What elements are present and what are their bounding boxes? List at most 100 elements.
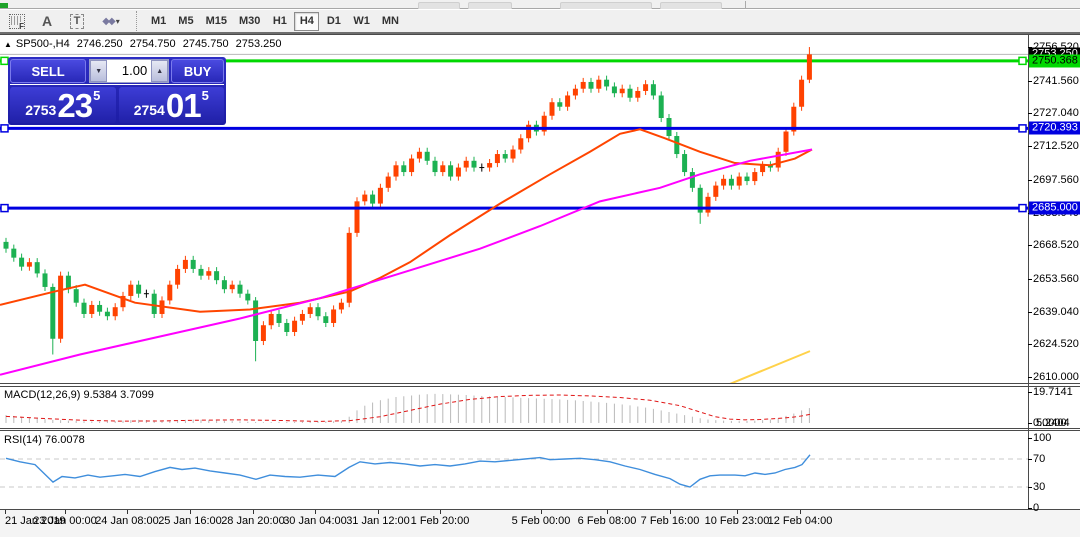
axis-tick-mark — [1028, 146, 1032, 148]
rsi-tick-label: 70 — [1033, 453, 1046, 465]
rsi-indicator-pane[interactable] — [0, 431, 1028, 509]
timeframe-button-m30[interactable]: M30 — [238, 15, 261, 27]
hline-price-badge: 2720.393 — [1029, 121, 1080, 135]
green-icon-fragment — [0, 3, 8, 8]
trade-prices-row: 2753 23 5 2754 01 5 — [10, 87, 224, 123]
axis-tick-mark — [1028, 438, 1032, 439]
timeframe-button-d1[interactable]: D1 — [326, 15, 341, 27]
sell-price-int: 2753 — [25, 102, 57, 118]
low-value: 2745.750 — [182, 38, 229, 50]
time-axis-label: 24 Jan 08:00 — [95, 515, 159, 527]
timeframe-button-m1[interactable]: M1 — [151, 15, 167, 27]
buy-button[interactable]: BUY — [171, 59, 224, 83]
chart-shift-button[interactable]: F — [4, 11, 30, 31]
axis-tick-mark — [1028, 392, 1032, 393]
arrows-icon: ◆◆ — [102, 15, 115, 27]
letter-a-icon: A — [41, 13, 53, 29]
sell-button[interactable]: SELL — [10, 59, 87, 83]
price-tick-label: 2697.560 — [1033, 173, 1079, 186]
price-tick-label: 2639.040 — [1033, 305, 1079, 318]
buy-price-int: 2754 — [133, 102, 165, 118]
timeframe-button-w1[interactable]: W1 — [353, 15, 370, 27]
time-tick-mark — [127, 510, 128, 514]
axis-tick-mark — [1028, 245, 1032, 247]
arrow-objects-button[interactable]: ◆◆ ▾ — [94, 11, 128, 31]
hline-price-badge: 2685.000 — [1029, 201, 1080, 215]
timeframe-button-group: M1 M5 M15 M30 H1 H4 D1 W1 MN — [146, 11, 406, 31]
time-tick-mark — [800, 510, 801, 514]
price-tick-label: 2624.520 — [1033, 338, 1079, 351]
collapse-triangle-icon[interactable]: ▲ — [4, 40, 12, 49]
time-tick-mark — [737, 510, 738, 514]
macd-indicator-pane[interactable] — [0, 387, 1028, 428]
timeframe-button-mn[interactable]: MN — [381, 15, 399, 27]
time-tick-mark — [5, 510, 6, 514]
time-axis-label: 5 Feb 00:00 — [511, 515, 571, 527]
price-tick-label: 2668.520 — [1033, 239, 1079, 252]
text-box-button[interactable]: T — [64, 11, 90, 31]
pane-border — [0, 386, 1080, 387]
pane-border — [0, 509, 1080, 510]
chart-ohlc-header: ▲ SP500-,H4 2746.250 2754.750 2745.750 27… — [4, 38, 286, 50]
volume-input[interactable]: 1.00 — [107, 60, 152, 82]
axis-tick-mark — [1028, 311, 1032, 313]
axis-tick-mark — [1028, 179, 1032, 181]
timeframe-button-h4[interactable]: H4 — [294, 11, 320, 31]
price-chart-pane[interactable] — [0, 36, 1028, 383]
volume-decrease-button[interactable]: ▼ — [90, 60, 108, 82]
one-click-trading-panel: SELL ▼ 1.00 ▲ BUY 2753 23 5 2754 01 5 — [8, 57, 226, 125]
time-tick-mark — [315, 510, 316, 514]
axis-tick-mark — [1028, 80, 1032, 82]
price-tick-label: 2712.520 — [1033, 140, 1079, 153]
toolbar-edge — [745, 1, 746, 9]
axis-tick-mark — [1028, 487, 1032, 488]
hline-price-badge: 2750.368 — [1029, 54, 1080, 68]
sell-price-pips: 23 — [57, 87, 93, 124]
pane-border[interactable] — [0, 428, 1080, 429]
time-tick-mark — [440, 510, 441, 514]
rsi-tick-label: 100 — [1033, 432, 1052, 444]
time-tick-mark — [541, 510, 542, 514]
sell-price-display[interactable]: 2753 23 5 — [10, 87, 116, 123]
time-tick-mark — [253, 510, 254, 514]
timeframe-button-h1[interactable]: H1 — [272, 15, 287, 27]
volume-increase-button[interactable]: ▲ — [151, 60, 169, 82]
price-tick-label: 2727.040 — [1033, 107, 1079, 120]
macd-label: MACD(12,26,9) 9.5384 3.7099 — [4, 389, 154, 401]
chevron-down-icon: ▾ — [115, 16, 120, 26]
time-axis-label: 6 Feb 08:00 — [577, 515, 637, 527]
trade-controls-row: SELL ▼ 1.00 ▲ BUY — [10, 59, 224, 85]
time-axis-label: 1 Feb 20:00 — [410, 515, 470, 527]
toolbar-fragment — [560, 2, 652, 9]
timeframe-button-m15[interactable]: M15 — [205, 15, 227, 27]
toolbar-fragment — [468, 2, 512, 9]
time-axis[interactable]: 21 Jan 2019 23 Jan 00:00 24 Jan 08:00 25 Ja… — [0, 510, 1080, 537]
time-axis-label: 7 Feb 16:00 — [640, 515, 700, 527]
buy-price-pips: 01 — [165, 87, 202, 124]
pane-border — [0, 430, 1080, 431]
time-axis-label: 12 Feb 04:00 — [767, 515, 833, 527]
clipped-upper-toolbar — [0, 0, 1080, 9]
macd-min-label: 0.0000 — [1033, 417, 1067, 429]
open-value: 2746.250 — [76, 38, 123, 50]
buy-price-display[interactable]: 2754 01 5 — [118, 87, 224, 124]
time-axis-label: 23 Jan 00:00 — [33, 515, 97, 527]
macd-current-value: 5.2404 — [1036, 417, 1070, 429]
price-axis-border — [1028, 34, 1029, 510]
pane-border[interactable] — [0, 383, 1080, 384]
grid-f-icon: F — [9, 13, 25, 31]
volume-spinner: ▼ 1.00 ▲ — [89, 59, 170, 83]
rsi-tick-label: 0 — [1033, 502, 1040, 514]
time-tick-mark — [378, 510, 379, 514]
text-label-button[interactable]: A — [34, 11, 60, 31]
axis-tick-mark — [1028, 113, 1032, 115]
axis-tick-mark — [1028, 377, 1032, 379]
axis-tick-mark — [1028, 278, 1032, 280]
time-tick-mark — [607, 510, 608, 514]
toolbar-separator — [136, 11, 141, 31]
letter-t-icon: T — [69, 13, 85, 29]
pane-border — [0, 34, 1080, 35]
timeframe-button-m5[interactable]: M5 — [178, 15, 194, 27]
axis-tick-mark — [1028, 459, 1032, 460]
axis-tick-mark — [1028, 344, 1032, 346]
